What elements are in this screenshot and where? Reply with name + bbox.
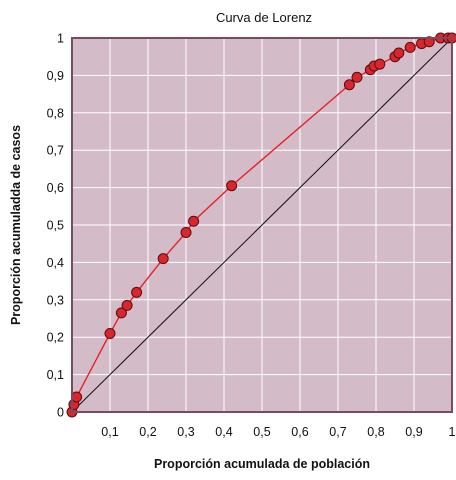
data-point — [343, 79, 355, 91]
data-point — [180, 226, 192, 238]
data-point — [374, 58, 386, 70]
y-tick-labels: 0 0,1 0,2 0,3 0,4 0,5 0,6 0,7 0,8 0,9 1 — [47, 32, 64, 420]
data-point — [351, 71, 363, 83]
x-tick-label: 1 — [449, 425, 456, 439]
x-tick-label: 0,4 — [215, 425, 232, 439]
y-tick-label: 0,1 — [47, 368, 64, 382]
x-tick-labels: 0,1 0,2 0,3 0,4 0,5 0,6 0,7 0,8 0,9 1 — [101, 425, 455, 439]
x-tick-label: 0,3 — [177, 425, 194, 439]
y-tick-label: 0,3 — [47, 293, 64, 307]
y-tick-label: 0,7 — [47, 144, 64, 158]
data-point — [71, 391, 83, 403]
data-point — [131, 286, 143, 298]
data-point — [393, 47, 405, 59]
data-point — [121, 299, 133, 311]
x-tick-label: 0,6 — [291, 425, 308, 439]
data-point — [226, 180, 238, 192]
y-tick-label: 0,5 — [47, 219, 64, 233]
y-axis-title: Proporción acumuladda de casos — [9, 125, 23, 325]
x-tick-label: 0,5 — [253, 425, 270, 439]
data-point — [188, 215, 200, 227]
data-point — [104, 327, 116, 339]
plot-frame — [71, 37, 453, 413]
y-tick-label: 1 — [57, 32, 64, 46]
data-point — [115, 307, 127, 319]
y-tick-label: 0 — [57, 406, 64, 420]
data-points — [66, 32, 456, 418]
x-tick-label: 0,9 — [405, 425, 422, 439]
y-tick-label: 0,6 — [47, 181, 64, 195]
x-tick-label: 0,2 — [139, 425, 156, 439]
chart-title: Curva de Lorenz — [216, 10, 312, 25]
data-point — [423, 36, 435, 48]
x-tick-label: 0,1 — [101, 425, 118, 439]
y-tick-label: 0,2 — [47, 331, 64, 345]
y-tick-label: 0,8 — [47, 106, 64, 120]
data-point — [157, 253, 169, 265]
y-tick-label: 0,4 — [47, 256, 64, 270]
x-axis-title: Proporción acumulada de población — [154, 457, 370, 471]
x-tick-label: 0,8 — [367, 425, 384, 439]
data-point — [404, 41, 416, 53]
x-tick-label: 0,7 — [329, 425, 346, 439]
equality-line — [71, 37, 453, 413]
y-tick-label: 0,9 — [47, 69, 64, 83]
